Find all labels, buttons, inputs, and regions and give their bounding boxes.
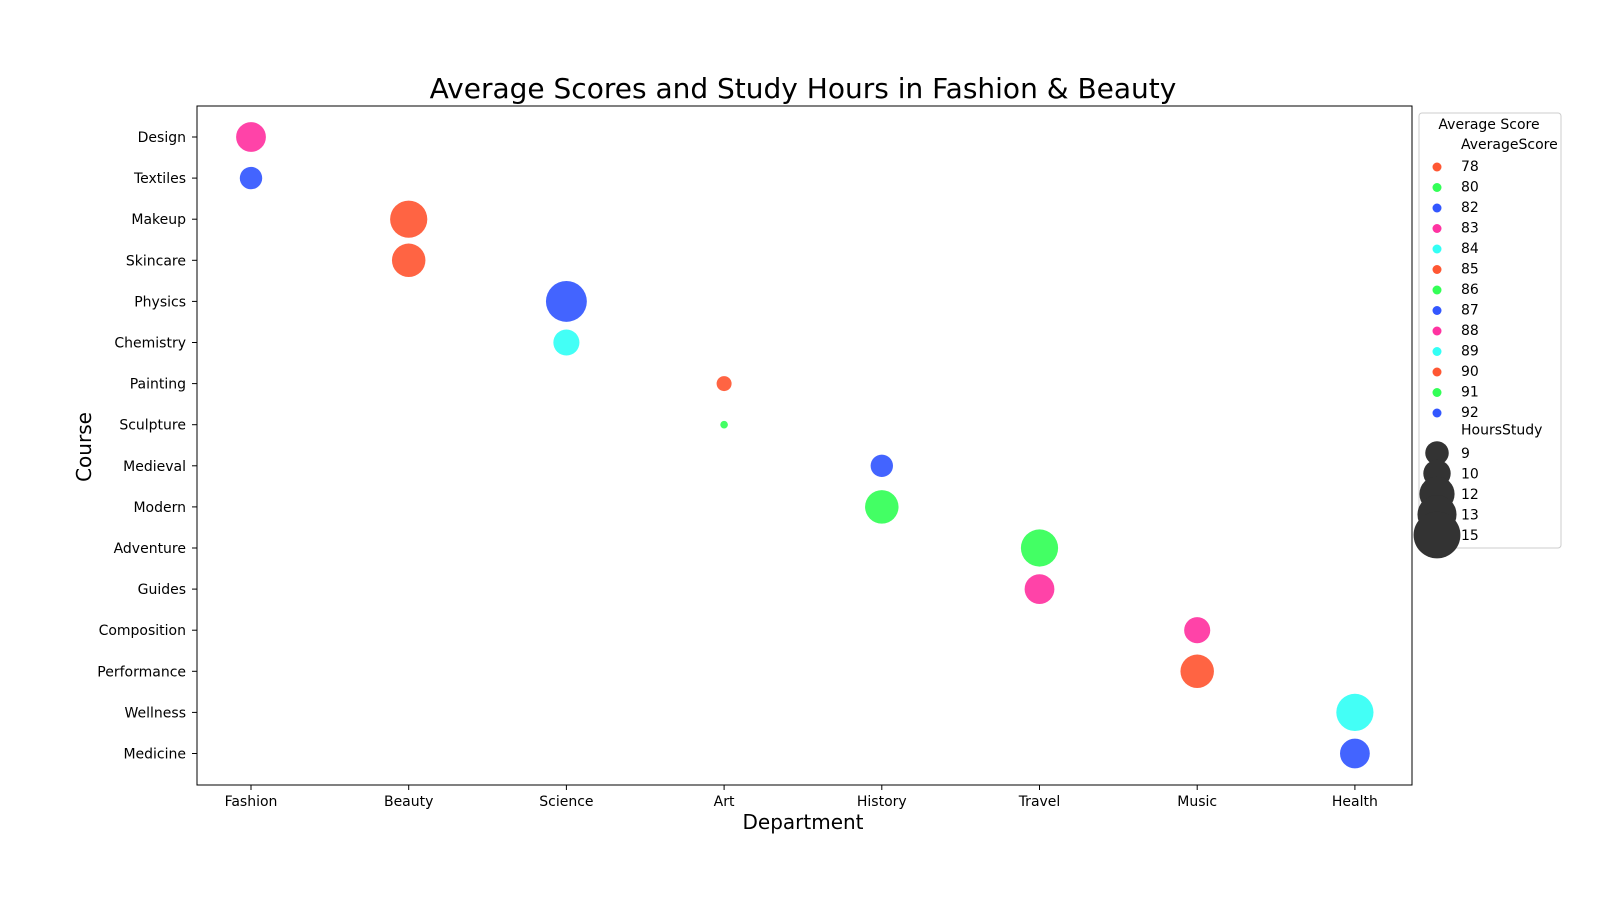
legend-hue-label: 80 [1461,180,1479,196]
y-tick-label: Sculpture [119,418,186,434]
legend-hue-marker [1432,408,1442,418]
legend-hue-marker [1432,347,1442,356]
y-tick-label: Makeup [131,212,186,228]
x-tick-label: Fashion [225,794,278,810]
legend-hue-label: 84 [1461,241,1479,257]
legend-hue-label: 90 [1461,364,1479,380]
legend-hue-marker [1432,203,1442,213]
bubble-point [1020,529,1059,567]
bubble-point [1180,654,1214,689]
y-tick-label: Textiles [133,171,186,187]
x-axis: Fashion Beauty Science Art History Travel Musi… [225,785,1378,810]
bubble-point [390,200,428,238]
x-tick-label: Health [1332,794,1378,810]
x-tick-label: Art [714,794,735,810]
y-tick-label: Medicine [123,747,186,763]
bubble-point [391,243,426,278]
legend-title: Average Score [1438,117,1539,133]
x-tick-label: Travel [1018,794,1061,810]
y-tick-label: Wellness [125,705,187,721]
legend-hue-marker [1432,285,1442,295]
x-tick-label: Music [1177,794,1217,810]
legend-hue-label: 88 [1461,323,1479,339]
legend-hue-label: 86 [1461,282,1479,298]
chart-title: Average Scores and Study Hours in Fashio… [430,72,1177,105]
legend-size-label: 13 [1461,508,1479,524]
legend: Average Score AverageScore 78 80 82 83 84 85 8… [1413,112,1562,559]
y-tick-label: Skincare [126,253,186,269]
legend-hue-marker [1432,367,1442,377]
legend-hue-marker [1432,224,1442,233]
legend-hue-marker [1432,244,1442,254]
legend-hue-label: 83 [1461,221,1479,237]
legend-hue-marker [1432,162,1442,172]
legend-hue-marker [1432,306,1442,315]
legend-hue-label: 87 [1461,303,1479,319]
bubble-point [716,376,732,392]
y-axis: Design Textiles Makeup Skincare Physics Chemi… [97,130,197,763]
legend-size-label: 15 [1461,528,1479,544]
bubble-point [553,329,580,356]
bubble-layer [236,122,1374,769]
legend-size-label: 10 [1461,467,1479,483]
legend-size-marker [1413,511,1461,559]
y-tick-label: Design [138,130,186,146]
bubble-point [236,122,266,152]
legend-hue-marker [1432,183,1442,192]
x-tick-label: History [857,794,907,810]
legend-frame [1418,112,1562,549]
legend-hue-label: 78 [1461,159,1479,175]
legend-hue-label: 89 [1461,344,1479,360]
legend-hue-label: 82 [1461,200,1479,216]
bubble-point [239,166,263,190]
y-tick-label: Chemistry [114,336,186,352]
y-tick-label: Performance [97,664,186,680]
legend-hue-entries: 78 80 82 83 84 85 86 87 88 89 90 91 92 [1432,159,1479,421]
legend-size-title: HoursStudy [1461,423,1542,439]
x-axis-label: Department [742,810,863,834]
legend-size-label: 12 [1461,487,1479,503]
y-tick-label: Adventure [114,541,186,557]
x-tick-label: Science [539,794,593,810]
legend-hue-marker [1432,265,1442,274]
bubble-point [1184,617,1211,644]
legend-size-marker [1425,441,1449,465]
y-tick-label: Medieval [123,459,186,475]
legend-hue-label: 85 [1461,262,1479,278]
legend-hue-marker [1432,326,1442,336]
bubble-point [865,490,899,524]
y-tick-label: Composition [99,623,186,639]
legend-hue-title: AverageScore [1461,137,1558,153]
x-tick-label: Beauty [384,794,433,810]
bubble-point [870,454,893,477]
legend-size-entries: HoursStudy 9 10 12 13 15 [1413,423,1542,559]
legend-hue-marker [1432,388,1442,397]
y-tick-label: Painting [130,377,186,393]
y-axis-label: Course [72,412,96,482]
legend-size-label: 9 [1461,446,1470,462]
y-tick-label: Guides [138,582,186,598]
bubble-point [1024,574,1055,604]
y-tick-label: Physics [134,294,186,310]
y-tick-label: Modern [133,500,186,516]
legend-hue-label: 91 [1461,385,1479,401]
bubble-point [545,280,587,322]
bubble-point [1340,738,1370,769]
bubble-point [720,420,728,429]
plot-area [196,105,1413,786]
legend-hue-label: 92 [1461,405,1479,421]
bubble-point [1336,693,1374,732]
